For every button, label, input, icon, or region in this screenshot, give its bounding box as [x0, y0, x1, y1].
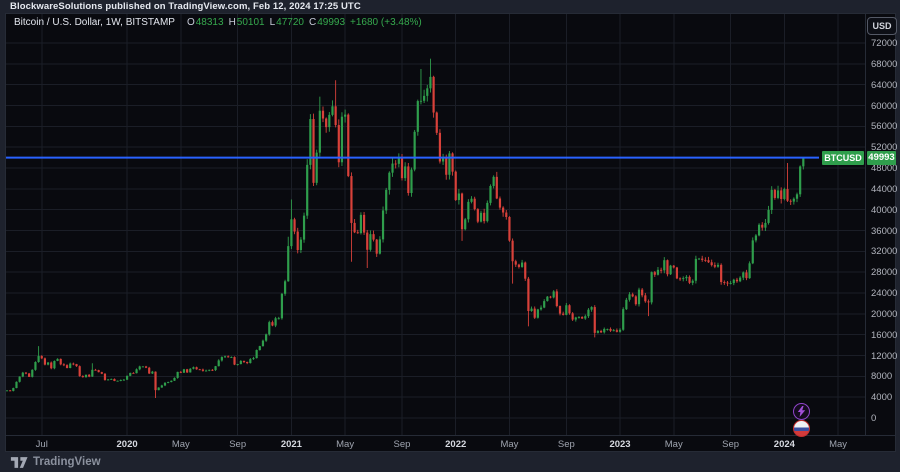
attribution-text: BlockwareSolutions published on TradingV… — [10, 1, 361, 12]
open-label: O — [186, 17, 195, 28]
open-value: 48313 — [195, 17, 224, 28]
last-price-label: 49993 — [867, 150, 896, 165]
lightning-bolt-icon — [797, 406, 806, 417]
low-value: 47720 — [276, 17, 304, 28]
chart-widget: Bitcoin / U.S. Dollar, 1W, BITSTAMP O4831… — [5, 13, 897, 452]
lightning-badge-icon[interactable] — [793, 403, 810, 420]
time-tick-label: Sep — [722, 439, 740, 450]
candlestick-chart[interactable] — [6, 14, 865, 435]
price-tick-label: 4000 — [871, 392, 893, 404]
low-label: L — [269, 17, 276, 28]
time-tick-label: 2020 — [116, 439, 138, 450]
flag-badge-icon[interactable] — [793, 420, 810, 437]
time-tick-label: May — [171, 439, 190, 450]
attribution-bar: BlockwareSolutions published on TradingV… — [0, 0, 900, 13]
time-tick-label: 2024 — [773, 439, 795, 450]
price-tick-label: 72000 — [871, 38, 898, 49]
close-value: 49993 — [317, 17, 346, 28]
price-tick-label: 24000 — [871, 288, 898, 299]
price-tick-label: 60000 — [871, 100, 898, 112]
price-tick-label: 20000 — [871, 308, 898, 320]
time-tick-label: Jul — [35, 439, 48, 450]
price-tick-label: 12000 — [871, 350, 898, 362]
time-tick-label: Sep — [229, 439, 247, 450]
time-tick-label: Sep — [393, 439, 411, 450]
price-tick-label: 40000 — [871, 204, 898, 216]
price-tick-label: 44000 — [871, 183, 898, 195]
price-tick-label: 0 — [871, 413, 877, 424]
price-tick-label: 16000 — [871, 329, 898, 341]
price-axis[interactable]: 49993 72000 68000 64000 60000 56000 52000 4800… — [865, 14, 897, 435]
price-tick-label: 28000 — [871, 267, 898, 279]
price-tick-label: 52000 — [871, 142, 898, 154]
price-tick-label: 68000 — [871, 58, 898, 70]
tradingview-logo-icon[interactable] — [10, 456, 28, 469]
time-tick-label: 2023 — [609, 439, 631, 450]
price-tick-label: 32000 — [871, 246, 898, 258]
close-label: C — [308, 17, 317, 28]
currency-toggle-button[interactable]: USD — [867, 17, 897, 35]
footer-bar: TradingView — [0, 452, 900, 472]
time-tick-label: May — [829, 439, 848, 450]
time-tick-label: 2022 — [445, 439, 467, 450]
time-tick-label: May — [664, 439, 683, 450]
high-label: H — [228, 17, 236, 28]
price-tick-label: 8000 — [871, 371, 893, 383]
time-tick-label: 2021 — [280, 439, 302, 450]
price-line-flag: BTCUSD — [822, 150, 864, 165]
chart-legend: Bitcoin / U.S. Dollar, 1W, BITSTAMP O4831… — [14, 17, 422, 29]
price-tick-label: 56000 — [871, 121, 898, 133]
price-tick-label: 48000 — [871, 163, 898, 174]
symbol-title[interactable]: Bitcoin / U.S. Dollar, 1W, BITSTAMP — [14, 17, 175, 28]
time-axis[interactable]: Jul 2020 May Sep 2021 May Sep 2022 May Sep 2023 May… — [6, 435, 895, 452]
time-tick-label: May — [336, 439, 355, 450]
high-value: 50101 — [236, 17, 265, 28]
footer-brand: TradingView — [33, 456, 101, 468]
time-tick-label: Sep — [557, 439, 575, 450]
chart-pane[interactable] — [6, 14, 865, 435]
change-value: +1680 (+3.48%) — [350, 17, 422, 28]
price-tick-label: 36000 — [871, 225, 898, 237]
price-tick-label: 64000 — [871, 79, 898, 91]
time-tick-label: May — [500, 439, 519, 450]
